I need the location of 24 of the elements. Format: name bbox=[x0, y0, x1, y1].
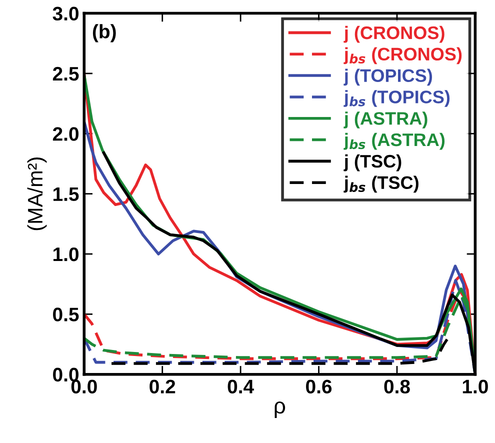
x-axis-title: ρ bbox=[274, 401, 286, 418]
y-tick-label: 2.5 bbox=[52, 66, 79, 81]
y-tick-label: 3.0 bbox=[52, 6, 78, 21]
legend-label: j$_{bs}$ (TOPICS) bbox=[344, 90, 450, 107]
y-tick-label: 1.0 bbox=[53, 247, 78, 262]
y-tick-label: 1.5 bbox=[53, 187, 79, 202]
legend-label: j (CRONOS) bbox=[344, 26, 444, 43]
y-tick-label: 0.5 bbox=[53, 308, 79, 322]
y-axis-title: (MA/m²) bbox=[27, 158, 47, 230]
legend-label: j (ASTRA) bbox=[344, 112, 428, 128]
x-tick-label: 0.6 bbox=[306, 380, 332, 394]
y-tick-label: 2.0 bbox=[52, 127, 78, 141]
legend-label: j$_{bs}$ (ASTRA) bbox=[344, 132, 445, 150]
legend-label: j (TSC) bbox=[344, 154, 402, 172]
legend-label: j (TOPICS) bbox=[344, 68, 432, 86]
y-tick-label: 0.0 bbox=[53, 368, 78, 382]
x-tick-label: 0.4 bbox=[228, 380, 254, 394]
annotation: (b) bbox=[92, 24, 116, 42]
legend-label: j$_{bs}$ (TSC) bbox=[344, 176, 418, 193]
x-tick-label: 0.2 bbox=[150, 380, 176, 394]
legend-label: j$_{bs}$ (CRONOS) bbox=[344, 47, 462, 64]
x-tick-label: 0.8 bbox=[384, 380, 410, 394]
x-tick-label: 1.0 bbox=[462, 380, 488, 394]
x-tick-label: 0.0 bbox=[71, 380, 97, 394]
